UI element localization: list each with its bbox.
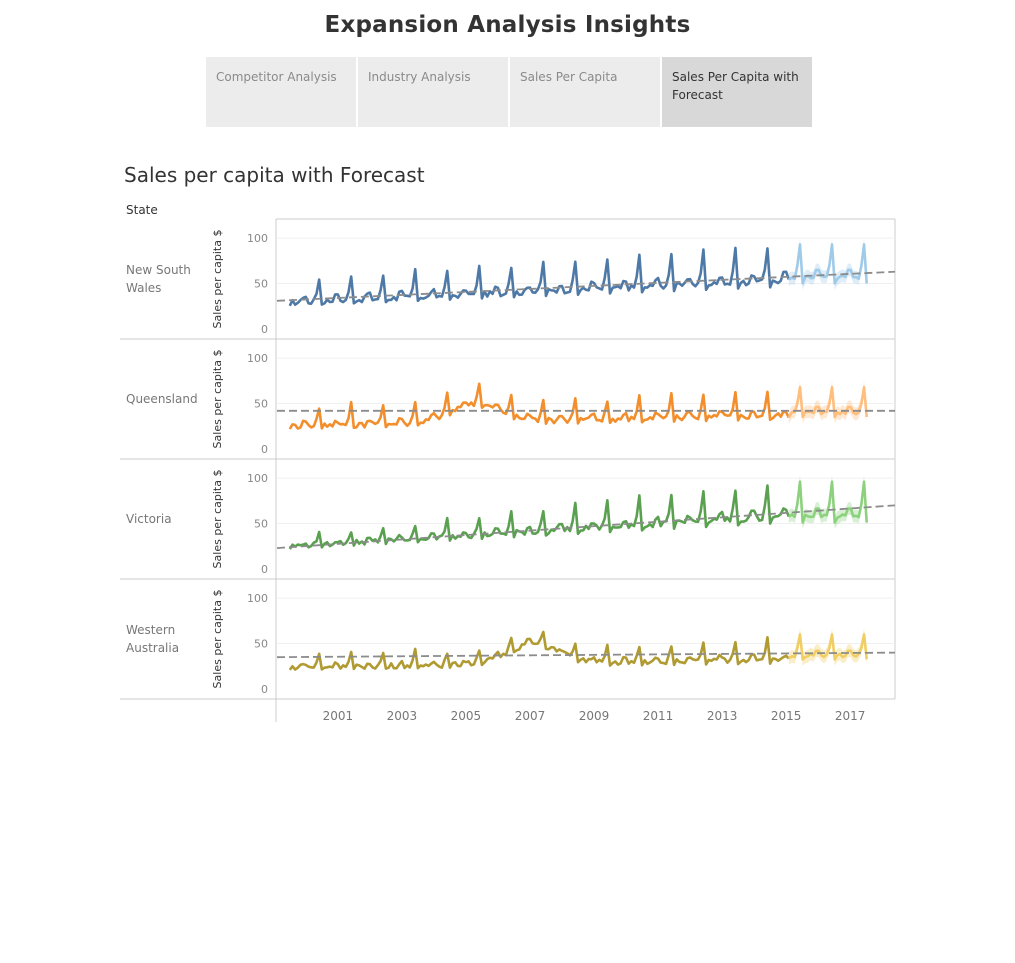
y-tick-label: 50	[254, 398, 268, 411]
y-axis-label: Sales per capita $	[211, 350, 224, 449]
tab-sales-per-capita-forecast[interactable]: Sales Per Capita with Forecast	[662, 57, 812, 127]
trend-line	[276, 651, 896, 659]
series-line-forecast	[787, 385, 869, 419]
tab-competitor-analysis[interactable]: Competitor Analysis	[206, 57, 356, 127]
state-label: Queensland	[126, 392, 198, 406]
state-label: Victoria	[126, 512, 172, 526]
series-line-forecast	[788, 243, 869, 285]
x-tick-label: 2005	[451, 709, 482, 723]
row-header-label: State	[126, 203, 158, 217]
tab-sales-per-capita[interactable]: Sales Per Capita	[510, 57, 660, 127]
y-tick-label: 0	[261, 443, 268, 456]
state-label: New South Wales	[126, 263, 191, 295]
y-tick-label: 100	[247, 232, 268, 245]
y-axis-label: Sales per capita $	[211, 230, 224, 329]
state-label-line: Wales	[126, 281, 161, 295]
chart-title: Sales per capita with Forecast	[124, 163, 425, 187]
y-tick-label: 0	[261, 323, 268, 336]
page-title: Expansion Analysis Insights	[324, 12, 691, 38]
y-tick-label: 50	[254, 278, 268, 291]
y-tick-label: 50	[254, 518, 268, 531]
panel-queensland: Queensland Sales per capita $ 0 50 100	[126, 350, 895, 456]
panel-victoria: Victoria Sales per capita $ 0 50 100	[126, 470, 896, 576]
series-line-actual	[288, 382, 790, 430]
series-line-actual	[288, 246, 791, 307]
y-tick-label: 100	[247, 352, 268, 365]
y-tick-label: 100	[247, 592, 268, 605]
trend-line	[276, 504, 896, 549]
panel-western-australia: Western Australia Sales per capita $ 0 50 100	[126, 590, 896, 696]
y-axis-label: Sales per capita $	[211, 590, 224, 689]
x-tick-label: 2011	[643, 709, 674, 723]
y-tick-label: 0	[261, 563, 268, 576]
series-line-forecast	[788, 633, 869, 661]
x-tick-label: 2017	[835, 709, 866, 723]
x-tick-label: 2013	[707, 709, 738, 723]
x-tick-label: 2015	[771, 709, 802, 723]
state-label: Western Australia	[126, 623, 179, 655]
state-label-line: Australia	[126, 641, 179, 655]
state-label-line: Queensland	[126, 392, 198, 406]
x-tick-label: 2009	[579, 709, 610, 723]
y-tick-label: 100	[247, 472, 268, 485]
series-line-actual	[288, 630, 790, 671]
state-label-line: New South	[126, 263, 191, 277]
trend-line	[276, 270, 896, 302]
y-axis-label: Sales per capita $	[211, 470, 224, 569]
x-tick-label: 2001	[323, 709, 354, 723]
y-tick-label: 50	[254, 638, 268, 651]
x-tick-label: 2007	[515, 709, 546, 723]
tab-industry-analysis[interactable]: Industry Analysis	[358, 57, 508, 127]
tab-bar: Competitor Analysis Industry Analysis Sa…	[206, 57, 812, 127]
y-tick-label: 0	[261, 683, 268, 696]
state-label-line: Victoria	[126, 512, 172, 526]
x-tick-label: 2003	[387, 709, 418, 723]
panel-new-south-wales: New South Wales Sales per capita $ 0 50 100	[126, 230, 896, 336]
state-label-line: Western	[126, 623, 175, 637]
